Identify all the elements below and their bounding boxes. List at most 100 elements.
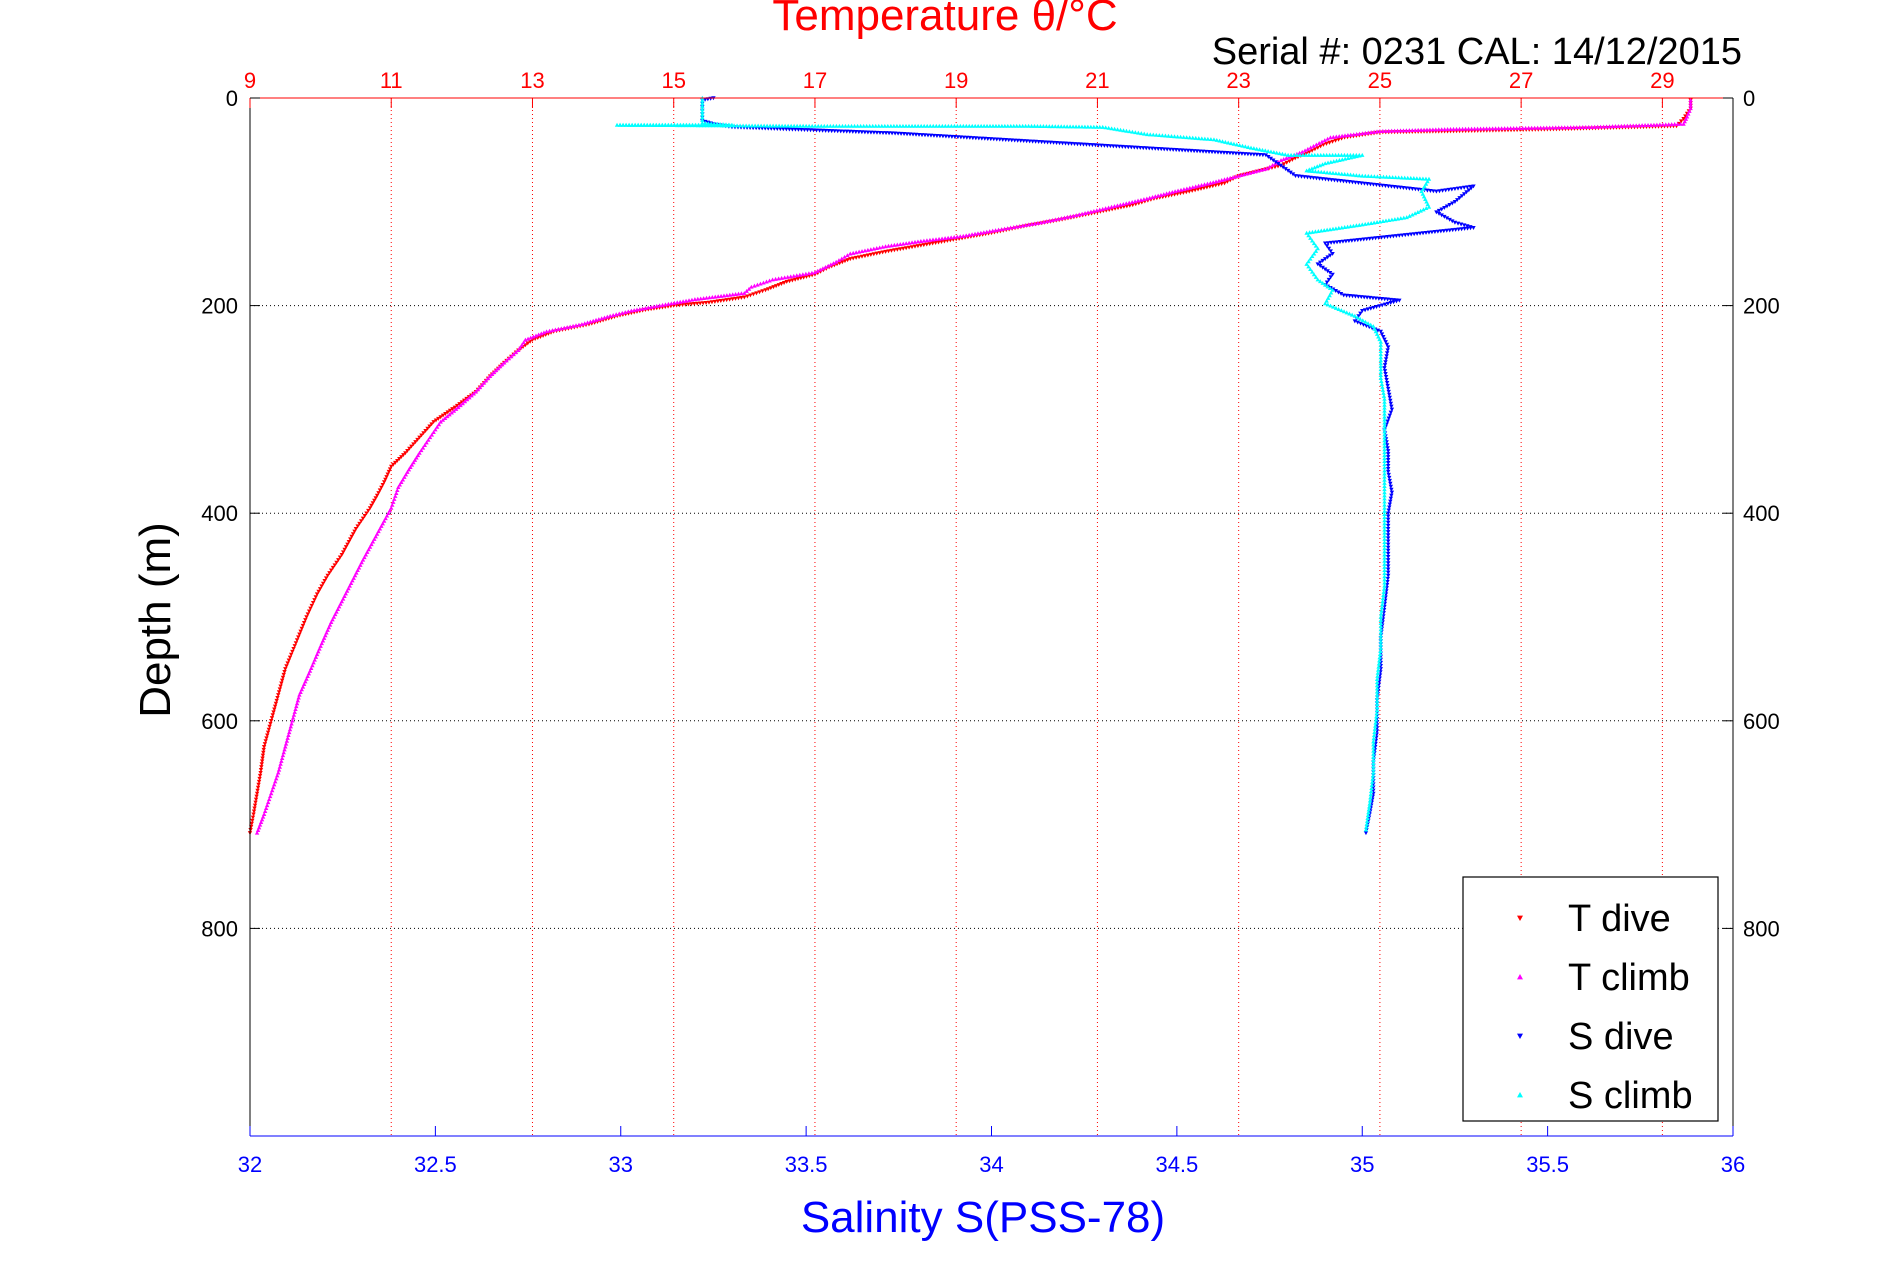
data-point <box>1386 561 1391 566</box>
data-point <box>671 123 677 128</box>
data-point <box>746 286 752 291</box>
data-point <box>1237 143 1242 148</box>
legend-marker <box>1517 974 1523 980</box>
data-point <box>1417 176 1423 181</box>
data-point <box>1315 164 1320 169</box>
data-point <box>380 521 385 526</box>
data-point <box>1425 188 1430 193</box>
data-point <box>265 800 271 805</box>
data-point <box>940 123 945 128</box>
data-point <box>1367 801 1372 806</box>
data-point <box>865 247 871 252</box>
data-point <box>1455 198 1460 203</box>
data-point <box>1299 174 1304 179</box>
data-point <box>1410 212 1415 217</box>
data-point <box>683 298 689 303</box>
data-point <box>1350 294 1355 299</box>
data-point <box>1502 126 1507 131</box>
data-point <box>1041 219 1047 224</box>
data-point <box>1397 233 1402 238</box>
data-point <box>1365 816 1370 821</box>
data-point <box>1382 490 1387 495</box>
data-point <box>1097 124 1102 129</box>
data-point <box>298 629 303 634</box>
data-point <box>525 341 530 346</box>
data-point <box>1356 181 1361 186</box>
data-point <box>949 123 954 128</box>
data-point <box>776 283 781 288</box>
data-point <box>1444 216 1450 221</box>
data-point <box>576 322 582 327</box>
data-point <box>596 317 602 322</box>
data-point <box>1330 170 1336 175</box>
data-point <box>1484 126 1489 131</box>
data-point <box>483 378 489 383</box>
data-point <box>1382 405 1387 410</box>
data-point <box>1318 264 1323 269</box>
data-point <box>1268 156 1273 161</box>
data-point <box>856 130 862 135</box>
data-point <box>1307 230 1312 235</box>
data-point <box>422 443 427 447</box>
data-point <box>331 614 337 619</box>
data-point <box>754 291 759 296</box>
data-point <box>1403 233 1408 238</box>
data-point <box>1091 124 1097 129</box>
data-point <box>1359 295 1364 300</box>
temperature-tick-label: 15 <box>661 68 685 93</box>
data-point <box>1450 228 1455 233</box>
data-point <box>1062 215 1067 220</box>
data-point <box>1382 363 1388 368</box>
data-point <box>1193 135 1198 140</box>
data-point <box>1020 223 1025 228</box>
data-point <box>1093 143 1098 148</box>
data-point <box>1370 236 1375 241</box>
data-point <box>1577 125 1582 130</box>
data-point <box>874 246 879 251</box>
data-point <box>1395 128 1400 133</box>
data-point <box>1233 151 1239 156</box>
data-point <box>987 229 992 234</box>
data-point <box>653 123 659 127</box>
data-point <box>1254 152 1260 157</box>
data-point <box>1382 414 1387 419</box>
data-point <box>286 733 291 737</box>
data-point <box>440 417 446 422</box>
data-point <box>1310 169 1315 173</box>
data-point <box>1434 189 1439 194</box>
data-point <box>722 123 728 128</box>
data-point <box>1354 173 1359 178</box>
data-point <box>1541 125 1546 130</box>
data-point <box>931 123 936 128</box>
data-point <box>1402 175 1407 180</box>
data-point <box>934 133 940 138</box>
data-point <box>1082 124 1088 129</box>
data-point <box>1184 186 1190 191</box>
data-point <box>1382 396 1387 401</box>
data-point <box>1379 608 1384 613</box>
data-point <box>1382 558 1387 563</box>
data-point <box>269 716 275 721</box>
data-point <box>1378 639 1383 644</box>
data-point <box>1297 150 1302 155</box>
data-point <box>1324 227 1330 232</box>
data-point <box>547 328 552 333</box>
data-point <box>955 135 961 140</box>
data-point <box>958 135 964 140</box>
data-point <box>700 301 706 306</box>
data-point <box>1344 310 1349 315</box>
data-point <box>475 387 481 392</box>
data-point <box>1387 502 1392 507</box>
data-point <box>1607 124 1612 129</box>
data-point <box>1363 130 1368 135</box>
data-point <box>283 741 289 746</box>
data-point <box>713 123 719 128</box>
data-point <box>1336 290 1341 295</box>
data-point <box>1280 165 1286 170</box>
data-point <box>1382 484 1387 488</box>
data-point <box>737 123 743 128</box>
data-point <box>351 575 356 580</box>
data-point <box>1005 226 1010 231</box>
data-point <box>1325 241 1331 246</box>
data-point <box>626 309 631 314</box>
